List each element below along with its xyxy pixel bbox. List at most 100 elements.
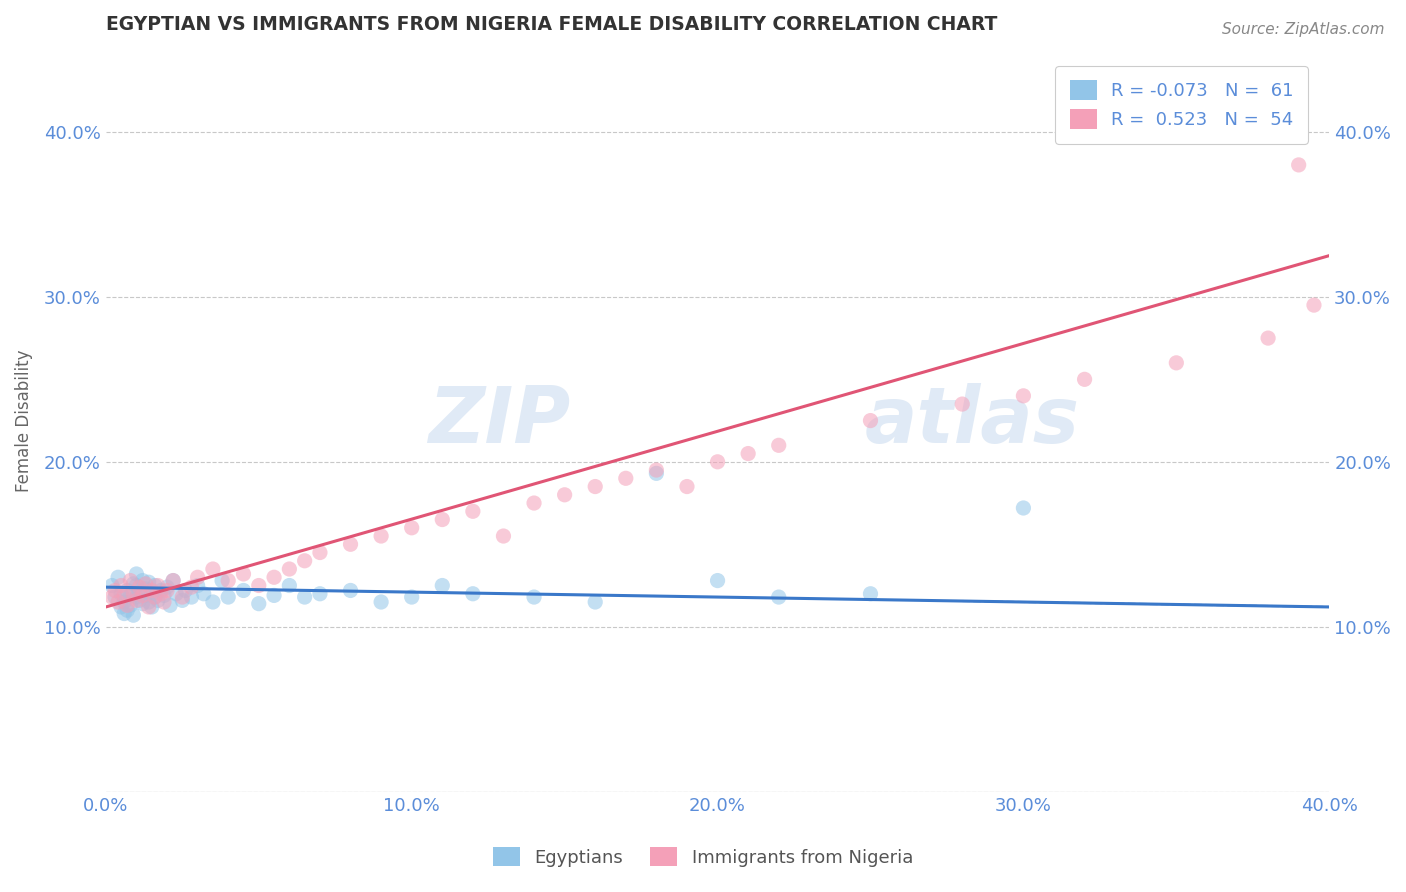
Point [768,590,790,604]
Point [138,575,160,590]
Point [162,574,184,588]
Point [232,583,254,598]
Point [247,578,270,592]
Point [278,578,301,592]
Point [309,587,332,601]
Point [645,467,668,481]
Point [159,599,181,613]
Point [401,590,423,604]
Legend: Egyptians, Immigrants from Nigeria: Egyptians, Immigrants from Nigeria [485,840,921,874]
Point [125,566,148,581]
Point [859,413,882,427]
Point [432,578,454,592]
Point [294,554,316,568]
Point [141,583,163,598]
Point [1288,158,1310,172]
Point [187,578,209,592]
Point [120,574,142,588]
Point [263,589,285,603]
Point [143,578,166,592]
Point [101,590,124,604]
Point [193,587,215,601]
Point [492,529,515,543]
Point [156,580,179,594]
Text: ZIP: ZIP [429,383,571,458]
Point [122,577,145,591]
Point [107,570,129,584]
Point [263,570,285,584]
Point [156,583,179,598]
Point [201,562,224,576]
Point [153,595,176,609]
Point [128,585,150,599]
Point [1166,356,1188,370]
Point [706,574,728,588]
Point [676,479,699,493]
Point [162,574,184,588]
Point [401,521,423,535]
Point [554,488,576,502]
Point [110,587,132,601]
Point [1012,500,1035,515]
Point [339,537,361,551]
Point [201,595,224,609]
Point [583,479,606,493]
Legend: R = -0.073   N =  61, R =  0.523   N =  54: R = -0.073 N = 61, R = 0.523 N = 54 [1054,66,1308,144]
Text: Source: ZipAtlas.com: Source: ZipAtlas.com [1222,22,1385,37]
Point [523,496,546,510]
Point [131,589,153,603]
Point [146,578,169,592]
Point [149,583,172,598]
Point [211,574,233,588]
Point [138,599,160,614]
Point [370,529,392,543]
Point [706,455,728,469]
Point [104,583,127,598]
Point [309,545,332,559]
Point [232,566,254,581]
Point [146,593,169,607]
Point [278,562,301,576]
Point [165,587,187,601]
Point [101,578,124,592]
Point [614,471,637,485]
Point [120,599,142,613]
Point [110,578,132,592]
Point [117,599,139,613]
Point [120,589,142,603]
Point [135,589,157,603]
Y-axis label: Female Disability: Female Disability [15,350,32,491]
Point [112,589,135,603]
Point [143,590,166,604]
Point [174,583,197,598]
Point [135,577,157,591]
Point [180,580,202,594]
Point [149,587,172,601]
Text: EGYPTIAN VS IMMIGRANTS FROM NIGERIA FEMALE DISABILITY CORRELATION CHART: EGYPTIAN VS IMMIGRANTS FROM NIGERIA FEMA… [105,15,997,34]
Point [339,583,361,598]
Point [217,574,239,588]
Point [768,438,790,452]
Point [143,590,166,604]
Point [117,583,139,598]
Point [141,587,163,601]
Point [141,599,163,614]
Point [859,587,882,601]
Point [247,597,270,611]
Point [583,595,606,609]
Point [125,593,148,607]
Point [122,608,145,623]
Point [112,607,135,621]
Point [110,599,132,614]
Point [187,570,209,584]
Point [737,446,759,460]
Point [128,593,150,607]
Point [217,590,239,604]
Point [294,590,316,604]
Point [104,590,127,604]
Point [122,587,145,601]
Point [172,590,194,604]
Point [117,603,139,617]
Point [461,587,484,601]
Point [125,590,148,604]
